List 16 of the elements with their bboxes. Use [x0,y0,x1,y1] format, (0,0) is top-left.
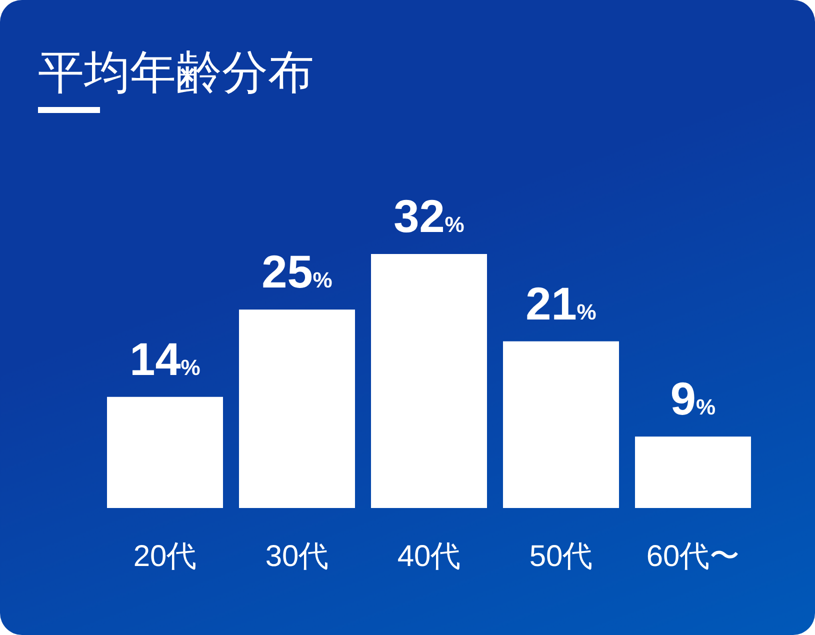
data-label: 25% [262,246,332,298]
bar [107,396,223,508]
data-label: 14% [130,332,200,385]
data-label: 21% [526,277,596,330]
x-tick-label: 20代 [133,540,197,573]
data-label: 32% [394,190,464,242]
x-tick-label: 30代 [265,540,329,573]
chart-title: 平均年齢分布 [38,46,314,98]
data-label: 9% [670,372,716,425]
bar [503,341,619,508]
x-tick-label: 40代 [397,540,461,573]
bar [635,436,751,508]
bar [239,310,355,508]
x-tick-label: 60代〜 [646,540,740,573]
x-tick-label: 50代 [529,540,593,573]
bar [371,254,487,508]
